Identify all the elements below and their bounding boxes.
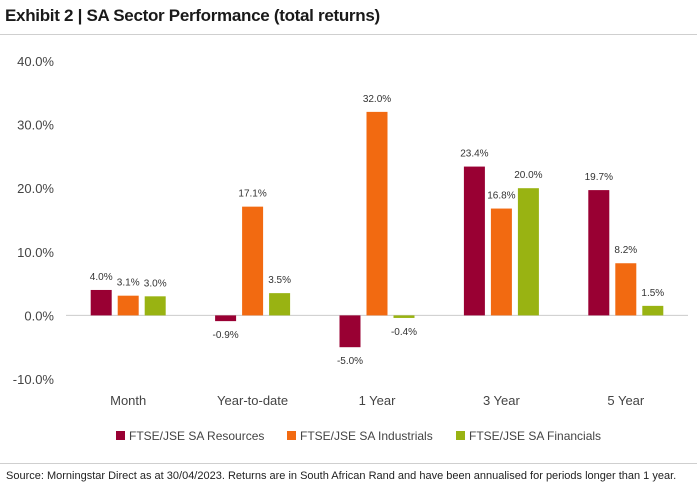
- x-axis: Month Year-to-date 1 Year 3 Year 5 Year: [110, 393, 645, 408]
- y-tick-label: -10.0%: [13, 372, 55, 387]
- bar: [242, 206, 264, 316]
- legend-label: FTSE/JSE SA Resources: [129, 429, 264, 443]
- data-label: -0.9%: [213, 330, 239, 341]
- bar: [642, 305, 664, 316]
- bar: [366, 111, 388, 316]
- data-label: -0.4%: [391, 327, 417, 338]
- bar: [490, 208, 512, 316]
- legend-swatch: [287, 431, 296, 440]
- y-tick-label: 20.0%: [17, 181, 54, 196]
- bar-series-group: [90, 111, 664, 348]
- data-label: 8.2%: [614, 245, 637, 256]
- data-label: 4.0%: [90, 272, 113, 283]
- x-tick-label: 5 Year: [607, 393, 645, 408]
- data-label: 3.5%: [268, 275, 291, 286]
- y-tick-label: 10.0%: [17, 245, 54, 260]
- bar: [517, 188, 539, 316]
- legend-label: FTSE/JSE SA Industrials: [300, 429, 433, 443]
- bar: [90, 289, 112, 316]
- bar: [144, 296, 166, 316]
- data-label: 32.0%: [363, 94, 391, 105]
- x-tick-label: 3 Year: [483, 393, 521, 408]
- data-label: 16.8%: [487, 191, 515, 202]
- y-axis: -10.0% 0.0% 10.0% 20.0% 30.0% 40.0%: [13, 54, 55, 387]
- data-label: 23.4%: [460, 149, 488, 160]
- bar: [117, 295, 139, 316]
- title-divider: [0, 34, 697, 35]
- legend-swatch: [456, 431, 465, 440]
- bar-chart: -10.0% 0.0% 10.0% 20.0% 30.0% 40.0% 4.0% 3.1% 3…: [13, 54, 688, 443]
- y-tick-label: 0.0%: [24, 308, 54, 323]
- data-label: 19.7%: [585, 172, 613, 183]
- chart-title: Exhibit 2 | SA Sector Performance (total…: [5, 6, 380, 25]
- data-labels-group: 4.0% 3.1% 3.0% -0.9% 17.1% 3.5% -5.0% 32.0% -0.4…: [90, 94, 665, 367]
- data-label: -5.0%: [337, 356, 363, 367]
- data-label: 20.0%: [514, 170, 542, 181]
- data-label: 1.5%: [641, 288, 664, 299]
- x-tick-label: Year-to-date: [217, 393, 288, 408]
- data-label: 3.1%: [117, 278, 140, 289]
- bar: [463, 166, 485, 316]
- legend-item: FTSE/JSE SA Financials: [456, 429, 601, 443]
- y-tick-label: 40.0%: [17, 54, 54, 69]
- x-tick-label: 1 Year: [359, 393, 397, 408]
- bar: [393, 315, 415, 318]
- bar: [615, 263, 637, 316]
- y-tick-label: 30.0%: [17, 118, 54, 133]
- legend-swatch: [116, 431, 125, 440]
- data-label: 17.1%: [238, 189, 266, 200]
- bar: [339, 315, 361, 348]
- bar: [215, 315, 237, 322]
- bar: [588, 190, 610, 316]
- legend-item: FTSE/JSE SA Industrials: [287, 429, 433, 443]
- data-label: 3.0%: [144, 278, 167, 289]
- legend: FTSE/JSE SA Resources FTSE/JSE SA Industr…: [116, 429, 601, 443]
- legend-item: FTSE/JSE SA Resources: [116, 429, 264, 443]
- source-note: Source: Morningstar Direct as at 30/04/2…: [6, 470, 677, 482]
- bar: [269, 293, 291, 316]
- x-tick-label: Month: [110, 393, 146, 408]
- footer-divider: [0, 463, 697, 464]
- legend-label: FTSE/JSE SA Financials: [469, 429, 601, 443]
